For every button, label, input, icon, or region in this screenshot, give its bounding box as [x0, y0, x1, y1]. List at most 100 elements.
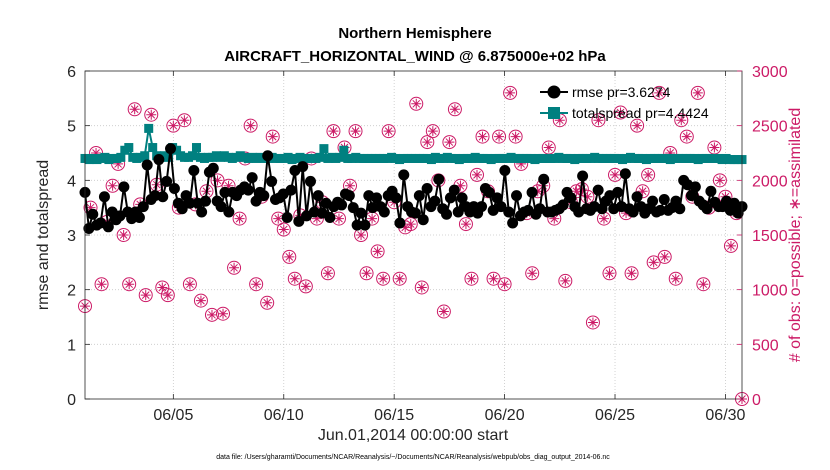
obs-point [585, 315, 600, 330]
obs-point [166, 118, 181, 133]
obs-possible-marker [630, 118, 645, 133]
obs-possible-marker [160, 288, 175, 303]
obs-point [679, 129, 694, 144]
obs-possible-marker [276, 222, 291, 237]
obs-assimilated-marker [267, 131, 278, 142]
obs-possible-marker [381, 124, 396, 139]
rmse-point [507, 217, 519, 229]
obs-point [486, 271, 501, 286]
obs-assimilated-marker [560, 275, 571, 286]
obs-possible-marker [469, 167, 484, 182]
obs-assimilated-marker [543, 142, 554, 153]
y-tick-label-right: 2000 [752, 173, 788, 190]
obs-point [558, 273, 573, 288]
obs-point [641, 167, 656, 182]
obs-point [475, 129, 490, 144]
obs-assimilated-marker [367, 213, 378, 224]
totalspread-point [188, 151, 198, 161]
obs-possible-marker [177, 113, 192, 128]
obs-assimilated-marker [488, 273, 499, 284]
obs-assimilated-marker [96, 279, 107, 290]
obs-assimilated-marker [129, 104, 140, 115]
y-tick-label-left: 5 [67, 119, 76, 136]
obs-possible-marker [447, 102, 462, 117]
obs-point [525, 266, 540, 281]
rmse-point [409, 207, 421, 219]
obs-point [409, 96, 424, 111]
obs-possible-marker [144, 107, 159, 122]
obs-assimilated-marker [499, 279, 510, 290]
obs-point [348, 124, 363, 139]
rmse-point [612, 186, 624, 198]
obs-possible-marker [641, 167, 656, 182]
obs-possible-marker [122, 277, 137, 292]
obs-assimilated-marker [356, 230, 367, 240]
rmse-point [215, 201, 227, 213]
obs-point [712, 173, 727, 188]
rmse-point [413, 190, 425, 202]
obs-possible-marker [127, 102, 142, 117]
obs-point [458, 217, 473, 232]
obs-assimilated-marker [218, 308, 229, 319]
rmse-point [133, 212, 145, 224]
rmse-point [297, 161, 309, 173]
rmse-point [499, 164, 511, 176]
obs-assimilated-marker [527, 268, 538, 279]
obs-point [602, 266, 617, 281]
obs-possible-marker [503, 85, 518, 100]
obs-possible-marker [232, 211, 247, 226]
legend: rmse pr=3.6274 totalspread pr=4.4424 [540, 84, 709, 121]
obs-point [392, 271, 407, 286]
obs-point [652, 85, 667, 100]
totalspread-point [339, 145, 349, 155]
obs-assimilated-marker [162, 290, 173, 301]
obs-possible-marker [392, 271, 407, 286]
obs-point [276, 222, 291, 237]
totalspread-point [144, 123, 154, 133]
obs-assimilated-marker [698, 279, 709, 290]
obs-assimilated-marker [416, 282, 427, 293]
rmse-point [262, 150, 274, 162]
rmse-point [118, 181, 130, 193]
obs-point [591, 113, 606, 128]
totalspread-point [140, 151, 150, 161]
obs-assimilated-marker [449, 104, 460, 115]
rmse-point [102, 221, 114, 233]
obs-assimilated-marker [372, 246, 383, 257]
totalspread-point [319, 144, 329, 154]
obs-possible-marker [458, 217, 473, 232]
rmse-point [336, 199, 348, 211]
obs-point [414, 280, 429, 295]
obs-possible-marker [613, 105, 628, 120]
obs-point [210, 173, 225, 188]
y-tick-label-right: 500 [752, 337, 779, 354]
obs-point [105, 178, 120, 193]
obs-point [668, 271, 683, 286]
rmse-point [448, 184, 460, 196]
rmse-point [654, 204, 666, 216]
obs-assimilated-marker [212, 175, 223, 186]
obs-point [326, 124, 341, 139]
obs-possible-marker [652, 85, 667, 100]
rmse-point [359, 219, 371, 231]
data-file-footnote: data file: /Users/gharamti/Documents/NCA… [216, 454, 610, 461]
rmse-point [304, 175, 316, 187]
obs-possible-marker [193, 293, 208, 308]
obs-point [298, 279, 313, 294]
rmse-point [433, 173, 445, 185]
obs-possible-marker [464, 271, 479, 286]
obs-point [116, 228, 131, 242]
obs-assimilated-marker [632, 120, 643, 131]
obs-assimilated-marker [587, 317, 598, 328]
obs-possible-marker [679, 129, 694, 144]
obs-assimilated-marker [427, 126, 438, 137]
obs-point [442, 135, 457, 150]
obs-assimilated-marker [251, 279, 262, 290]
totalspread-point [315, 152, 325, 162]
rmse-point [538, 173, 550, 185]
obs-point [707, 140, 722, 155]
obs-assimilated-marker [510, 131, 521, 142]
obs-assimilated-marker [234, 213, 245, 224]
rmse-point [343, 190, 355, 202]
